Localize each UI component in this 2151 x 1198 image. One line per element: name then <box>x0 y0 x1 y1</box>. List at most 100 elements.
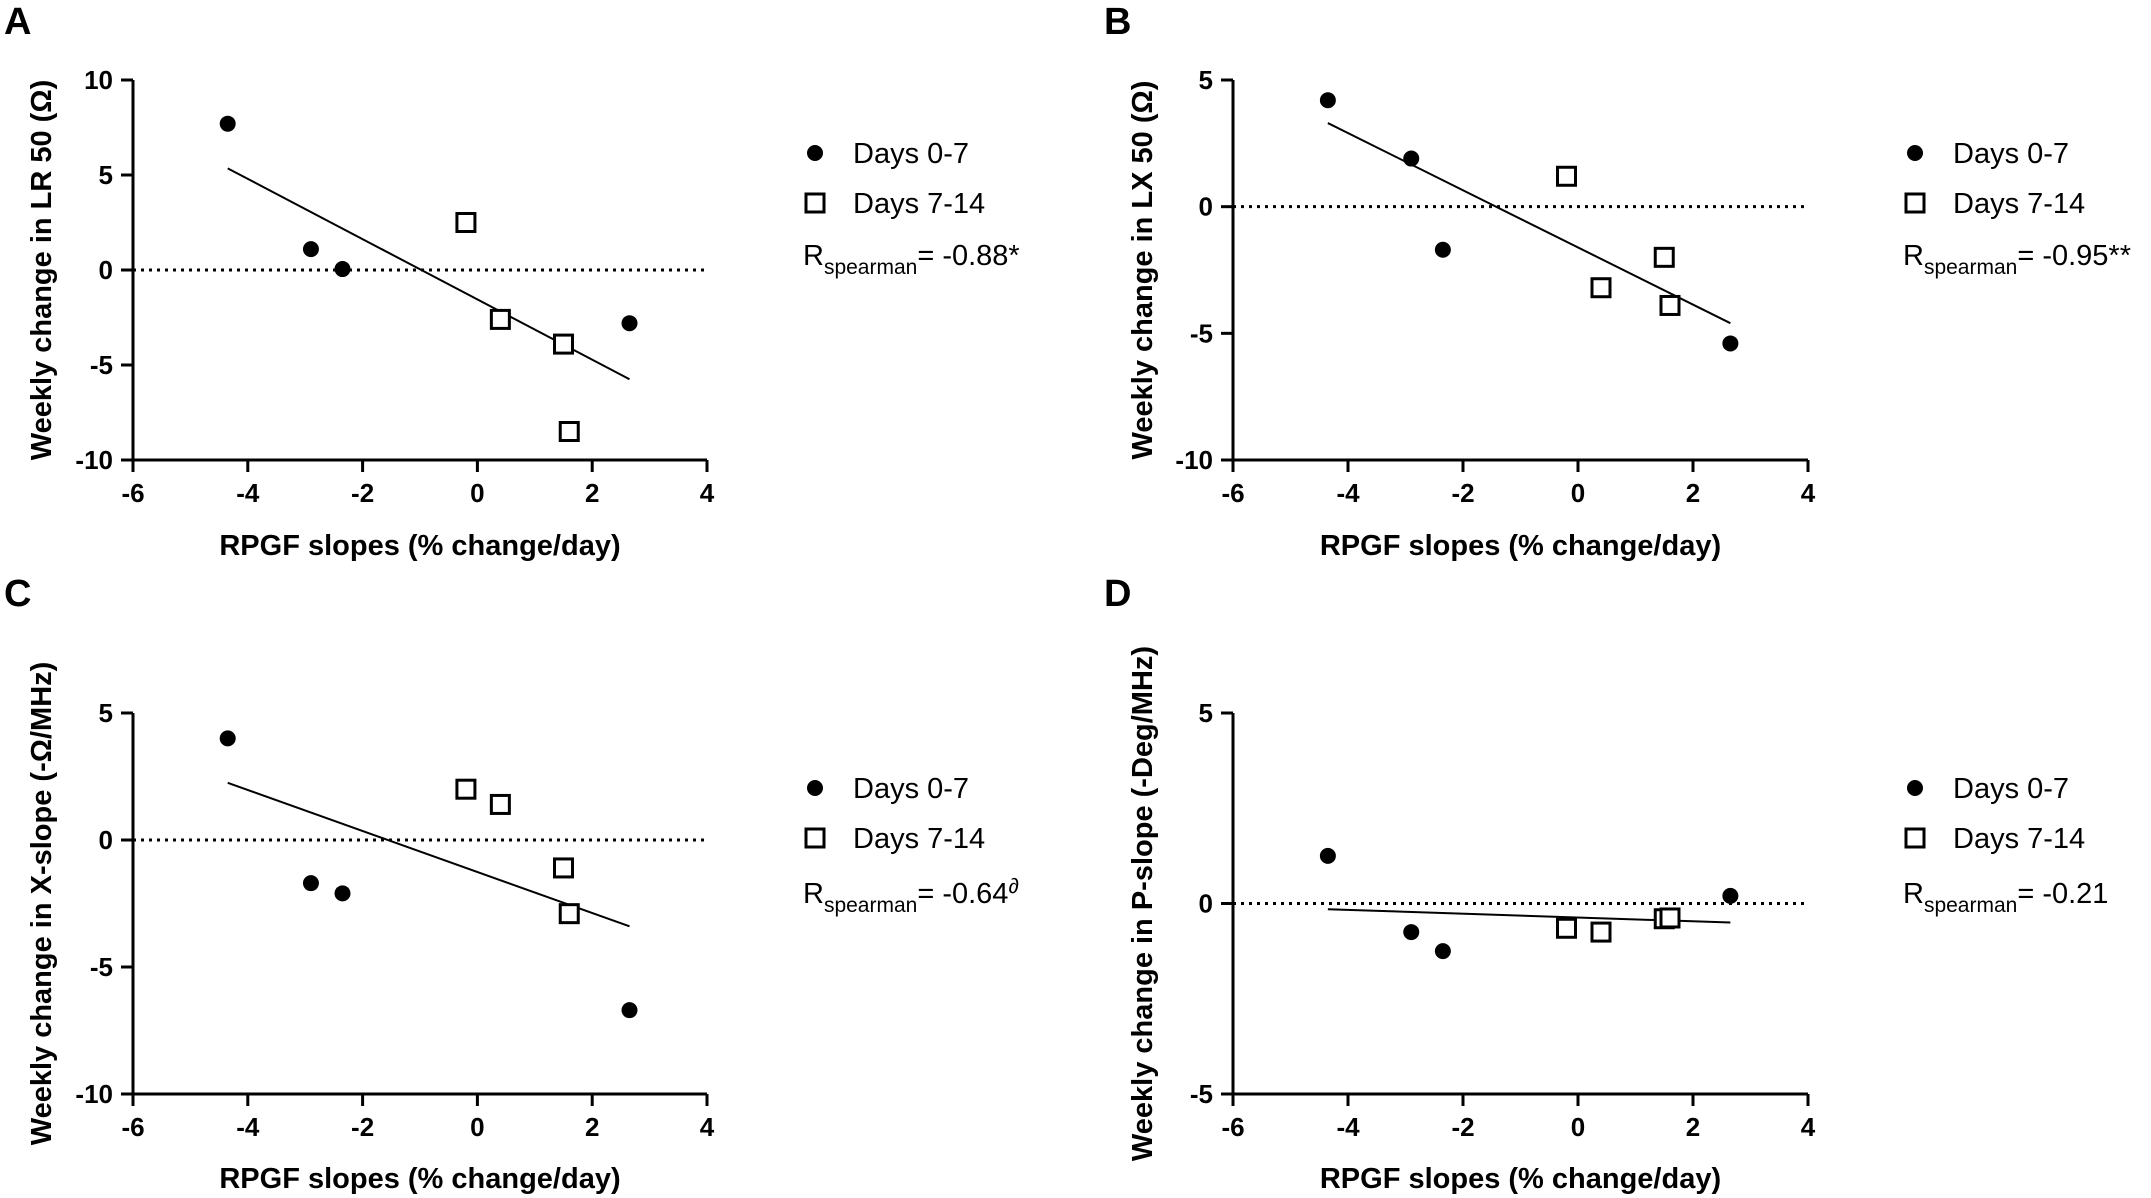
x-tick-label: 0 <box>1571 1112 1585 1142</box>
point-days-7-14 <box>455 778 477 800</box>
y-tick-label: 0 <box>1199 192 1213 222</box>
point-days-0-7 <box>621 1002 638 1019</box>
point-days-0-7 <box>219 730 236 747</box>
x-tick-label: 2 <box>585 478 599 508</box>
legend-marker-days-0-7 <box>807 780 823 796</box>
point-days-7-14 <box>1659 907 1681 929</box>
point-days-0-7 <box>1434 241 1451 258</box>
legend-label-days-0-7: Days 0-7 <box>853 138 969 170</box>
point-days-0-7 <box>334 885 351 902</box>
point-days-0-7 <box>1722 335 1739 352</box>
point-days-7-14 <box>1590 277 1612 299</box>
x-axis-title: RPGF slopes (% change/day) <box>1320 1163 1721 1195</box>
y-axis-title: Weekly change in X-slope (-Ω/MHz) <box>26 662 58 1146</box>
spearman-stat: Rspearman= -0.95** <box>1903 240 2131 279</box>
legend-label-days-0-7: Days 0-7 <box>1953 773 2069 805</box>
panel-a: A -10 -5 0 5 10 -6 -4 -2 0 2 4 RPGF slopes (% change… <box>4 1 1020 562</box>
x-tick-label: 2 <box>1686 478 1700 508</box>
point-days-7-14 <box>1556 917 1577 939</box>
point-days-0-7 <box>1319 92 1336 109</box>
x-tick-label: 4 <box>700 1112 715 1142</box>
y-tick-label: -10 <box>75 1079 113 1109</box>
point-days-7-14 <box>1659 294 1681 316</box>
legend-label-days-7-14: Days 7-14 <box>1953 823 2085 855</box>
x-tick-label: -2 <box>351 1112 374 1142</box>
point-days-7-14 <box>1653 246 1675 268</box>
point-days-7-14 <box>558 421 580 442</box>
x-tick-label: -6 <box>1221 1112 1244 1142</box>
panel-label: C <box>4 573 31 615</box>
x-tick-label: -4 <box>236 478 260 508</box>
x-tick-label: 4 <box>700 478 715 508</box>
x-tick-label: -4 <box>1336 478 1360 508</box>
panel-b: B -10 -5 0 5 -6 -4 -2 0 2 4 RPGF slopes (% change/d… <box>1104 1 2131 562</box>
y-tick-label: 5 <box>99 698 113 728</box>
legend-label-days-0-7: Days 0-7 <box>1953 138 2069 170</box>
point-days-0-7 <box>1722 887 1739 904</box>
x-tick-label: 0 <box>470 1112 484 1142</box>
y-tick-label: -5 <box>1190 1079 1213 1109</box>
spearman-stat: Rspearman= -0.64∂ <box>803 875 1019 917</box>
legend-marker-days-0-7 <box>807 145 823 161</box>
y-tick-label: 0 <box>99 255 113 285</box>
point-days-0-7 <box>302 875 319 892</box>
x-axis-title: RPGF slopes (% change/day) <box>219 530 620 562</box>
point-days-0-7 <box>1434 943 1451 960</box>
point-days-0-7 <box>334 261 351 278</box>
y-tick-label: -5 <box>90 350 113 380</box>
y-tick-label: -5 <box>1190 318 1213 348</box>
legend-marker-days-0-7 <box>1907 780 1923 796</box>
legend-marker-days-7-14 <box>804 192 826 214</box>
y-tick-label: -5 <box>90 952 113 982</box>
point-days-0-7 <box>1403 150 1420 167</box>
point-days-7-14 <box>489 793 511 815</box>
x-tick-label: 4 <box>1801 478 1816 508</box>
legend-marker-days-7-14 <box>1904 192 1926 214</box>
x-axis-title: RPGF slopes (% change/day) <box>1320 530 1721 562</box>
legend-marker-days-0-7 <box>1907 145 1923 161</box>
panel-d: D -5 0 5 -6 -4 -2 0 2 4 RPGF slopes (% change/day)… <box>1104 573 2108 1195</box>
legend-label-days-7-14: Days 7-14 <box>853 823 985 855</box>
y-tick-label: 5 <box>99 160 113 190</box>
y-tick-label: 0 <box>99 825 113 855</box>
x-tick-label: 0 <box>1571 478 1585 508</box>
y-axis-title: Weekly change in LR 50 (Ω) <box>26 80 58 460</box>
point-days-0-7 <box>219 115 236 132</box>
panel-label: D <box>1104 573 1131 615</box>
point-days-0-7 <box>1403 924 1420 941</box>
x-tick-label: 0 <box>470 478 484 508</box>
x-tick-label: -2 <box>1451 478 1474 508</box>
point-days-0-7 <box>1319 847 1336 864</box>
y-tick-label: 0 <box>1199 889 1213 919</box>
legend-label-days-7-14: Days 7-14 <box>853 188 985 220</box>
point-days-7-14 <box>455 212 477 233</box>
y-axis-title: Weekly change in LX 50 (Ω) <box>1127 81 1159 460</box>
regression-line <box>1327 122 1731 325</box>
point-days-7-14 <box>558 903 580 925</box>
x-axis-title: RPGF slopes (% change/day) <box>219 1163 620 1195</box>
point-days-7-14 <box>489 308 511 330</box>
regression-line <box>227 781 630 928</box>
point-days-7-14 <box>553 333 574 355</box>
x-tick-label: 2 <box>1686 1112 1700 1142</box>
point-days-7-14 <box>553 857 574 879</box>
legend-label-days-0-7: Days 0-7 <box>853 773 969 805</box>
spearman-stat: Rspearman= -0.21 <box>1903 878 2108 917</box>
y-tick-label: 10 <box>84 65 113 95</box>
x-tick-label: -4 <box>236 1112 260 1142</box>
point-days-7-14 <box>1556 165 1577 187</box>
point-days-7-14 <box>1590 921 1612 943</box>
y-tick-label: 5 <box>1199 65 1213 95</box>
y-tick-label: -10 <box>1175 445 1213 475</box>
x-tick-label: -2 <box>351 478 374 508</box>
y-tick-label: -10 <box>75 445 113 475</box>
point-days-0-7 <box>621 315 638 332</box>
panel-label: A <box>4 1 31 43</box>
panel-label: B <box>1104 1 1131 43</box>
panel-c: C -10 -5 0 5 -6 -4 -2 0 2 4 RPGF slopes (% change/d… <box>4 573 1019 1195</box>
point-days-0-7 <box>302 241 319 258</box>
x-tick-label: -6 <box>121 478 144 508</box>
y-axis-title: Weekly change in P-slope (-Deg/MHz) <box>1127 646 1159 1161</box>
legend-label-days-7-14: Days 7-14 <box>1953 188 2085 220</box>
